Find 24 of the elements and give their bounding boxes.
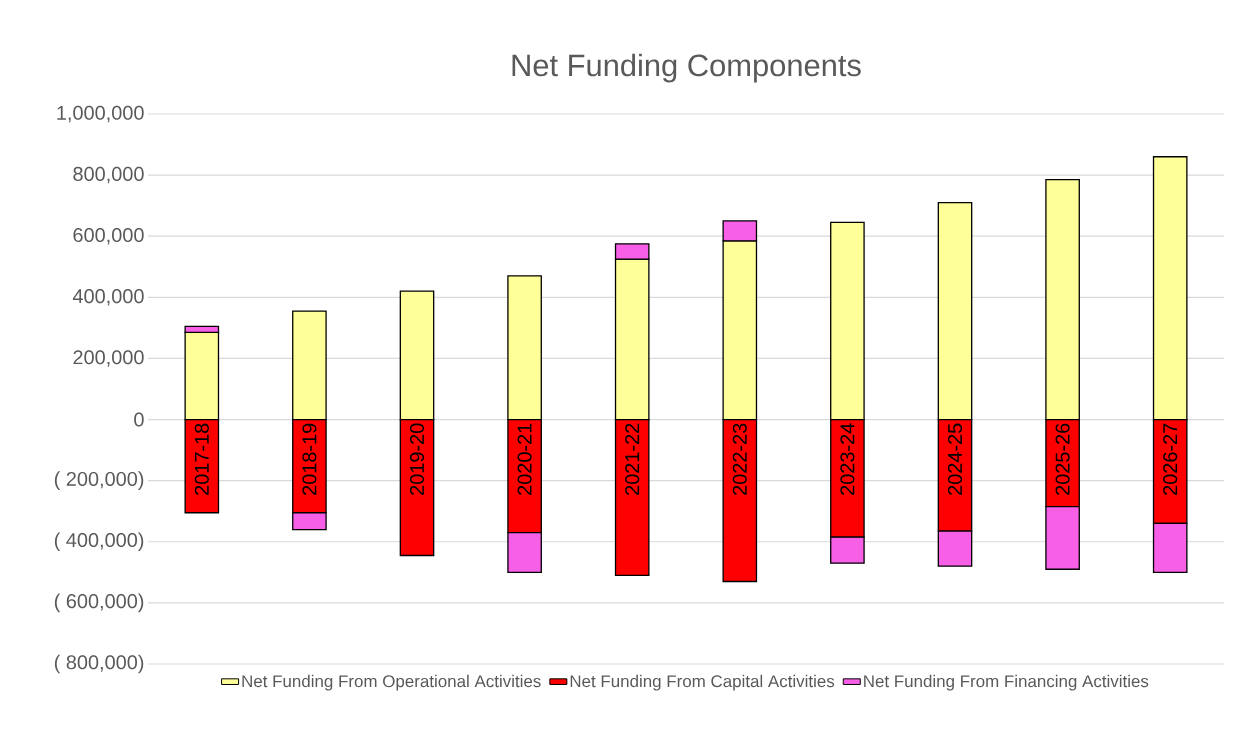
x-tick-label: 2017-18 bbox=[194, 423, 209, 495]
y-tick-label: ( 600,000) bbox=[54, 593, 144, 613]
legend-label: Net Funding From Financing Activities bbox=[864, 674, 1149, 691]
legend-label: Net Funding From Operational Activities bbox=[242, 674, 541, 691]
x-tick-label: 2024-25 bbox=[947, 423, 963, 495]
y-tick-label: ( 400,000) bbox=[54, 532, 144, 552]
y-tick-label: ( 800,000) bbox=[54, 654, 144, 674]
y-tick-label: 200,000 bbox=[73, 350, 144, 367]
x-tick-label: 2022-23 bbox=[732, 423, 747, 495]
y-tick-label: 0 bbox=[134, 412, 144, 427]
x-tick-label: 2026-27 bbox=[1163, 423, 1178, 495]
y-tick-label: ( 200,000) bbox=[54, 471, 144, 490]
y-tick-label: 400,000 bbox=[72, 289, 144, 306]
legend-label: Net Funding From Capital Activities bbox=[570, 674, 835, 691]
x-tick-label: 2020-21 bbox=[517, 423, 532, 495]
chart-title: Net Funding Components bbox=[512, 53, 861, 83]
x-tick-label: 2021-22 bbox=[625, 423, 640, 495]
y-tick-label: 600,000 bbox=[73, 227, 144, 245]
y-tick-label: 800,000 bbox=[73, 166, 144, 184]
x-tick-label: 2023-24 bbox=[840, 423, 855, 495]
y-tick-label: 1,000,000 bbox=[57, 105, 144, 123]
x-tick-label: 2019-20 bbox=[409, 423, 425, 495]
x-tick-label: 2025-26 bbox=[1055, 423, 1070, 495]
x-tick-label: 2018-19 bbox=[302, 423, 317, 495]
